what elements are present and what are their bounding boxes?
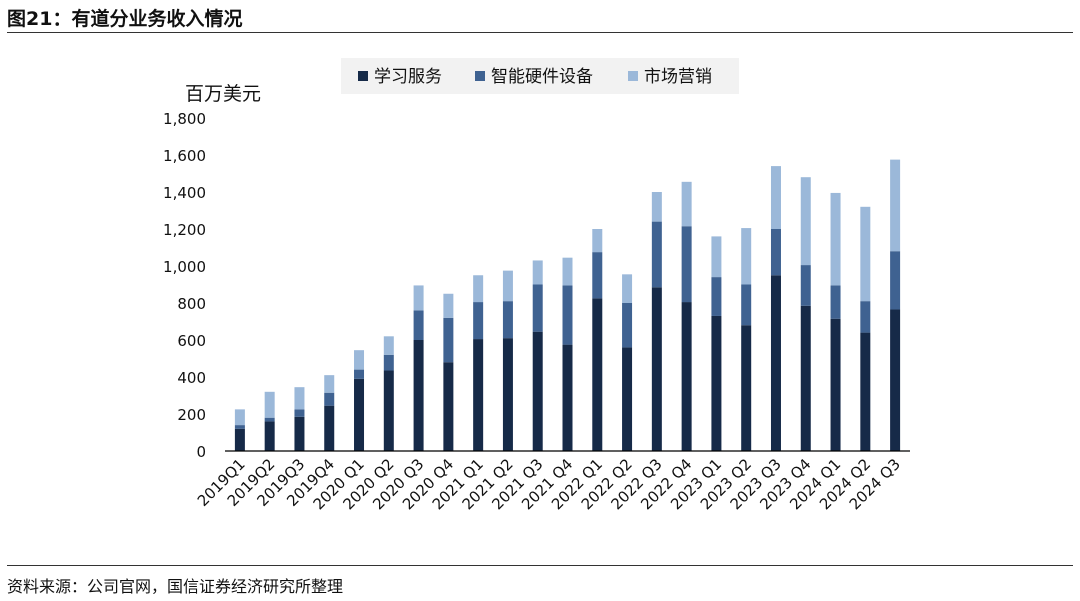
bar-segment <box>830 285 841 319</box>
bar-segment <box>324 375 335 393</box>
bar-segment <box>532 331 543 451</box>
bar-segment <box>741 325 752 451</box>
bar-segment <box>294 416 305 451</box>
legend-box <box>341 58 739 94</box>
bar-segment <box>770 166 781 229</box>
bar-segment <box>324 392 335 406</box>
bar-segment <box>651 192 662 222</box>
bar-segment <box>890 251 901 310</box>
bar-segment <box>890 159 901 252</box>
y-tick-label: 1,000 <box>163 258 206 276</box>
bar-segment <box>890 309 901 451</box>
bars <box>234 159 901 451</box>
bar-segment <box>622 303 633 348</box>
bar-segment <box>473 339 484 451</box>
legend-label: 智能硬件设备 <box>491 67 593 87</box>
bar-segment <box>324 405 335 451</box>
y-tick-label: 400 <box>177 369 206 387</box>
bar-segment <box>592 252 603 299</box>
bar-segment <box>681 226 692 303</box>
bar-segment <box>264 421 275 451</box>
figure-title: 图21：有道分业务收入情况 <box>7 8 243 30</box>
bar-segment <box>473 302 484 340</box>
bar-segment <box>800 265 811 306</box>
bar-segment <box>681 302 692 451</box>
bar-segment <box>562 285 573 345</box>
legend-swatch <box>475 71 485 81</box>
y-axis-ticks: 0 200 400 600 800 1,000 1,200 1,400 1,600 1,800 <box>163 110 206 461</box>
bar-segment <box>234 409 245 426</box>
bar-segment <box>473 275 484 303</box>
bar-segment <box>443 362 454 451</box>
bar-segment <box>741 228 752 285</box>
bar-segment <box>532 284 543 332</box>
bar-segment <box>711 236 722 278</box>
bar-segment <box>234 425 245 429</box>
bar-segment <box>860 332 871 451</box>
bar-segment <box>562 344 573 451</box>
bar-segment <box>234 428 245 451</box>
bar-segment <box>711 277 722 316</box>
bar-segment <box>622 347 633 451</box>
bottom-rule <box>7 565 1073 566</box>
bar-segment <box>443 293 454 318</box>
bar-segment <box>741 284 752 326</box>
y-axis-unit-label: 百万美元 <box>185 83 261 105</box>
bar-segment <box>502 338 513 451</box>
bar-segment <box>830 318 841 451</box>
bar-segment <box>354 350 365 370</box>
legend-swatch <box>358 71 368 81</box>
bar-segment <box>681 181 692 227</box>
y-tick-label: 0 <box>196 443 206 461</box>
y-tick-label: 1,600 <box>163 147 206 165</box>
bar-segment <box>800 177 811 266</box>
bar-segment <box>770 229 781 276</box>
bar-segment <box>651 221 662 288</box>
y-tick-label: 1,200 <box>163 221 206 239</box>
bar-segment <box>592 229 603 253</box>
bar-segment <box>532 260 543 285</box>
bar-segment <box>651 287 662 451</box>
bar-segment <box>294 387 305 410</box>
bar-segment <box>711 315 722 451</box>
bar-segment <box>502 301 513 339</box>
legend-label: 市场营销 <box>644 67 712 87</box>
bar-segment <box>592 298 603 451</box>
y-tick-label: 600 <box>177 332 206 350</box>
bar-segment <box>443 317 454 363</box>
y-tick-label: 1,400 <box>163 184 206 202</box>
bar-segment <box>860 301 871 333</box>
bar-segment <box>383 336 394 355</box>
bar-segment <box>413 310 424 340</box>
bar-segment <box>770 275 781 451</box>
legend: 学习服务 智能硬件设备 市场营销 <box>341 58 739 94</box>
bar-segment <box>413 285 424 311</box>
bar-segment <box>264 417 275 422</box>
bar-segment <box>354 378 365 451</box>
bar-segment <box>294 409 305 417</box>
source-note: 资料来源：公司官网，国信证券经济研究所整理 <box>7 577 344 596</box>
bar-segment <box>800 305 811 451</box>
y-tick-label: 800 <box>177 295 206 313</box>
bar-segment <box>264 391 275 418</box>
top-rule <box>7 32 1073 33</box>
bar-segment <box>383 370 394 451</box>
legend-swatch <box>628 71 638 81</box>
bar-segment <box>562 257 573 286</box>
y-tick-label: 1,800 <box>163 110 206 128</box>
bar-segment <box>354 369 365 379</box>
bar-segment <box>860 206 871 302</box>
bar-segment <box>502 270 513 302</box>
legend-label: 学习服务 <box>374 67 442 87</box>
y-tick-label: 200 <box>177 406 206 424</box>
bar-segment <box>383 354 394 371</box>
bar-segment <box>622 274 633 303</box>
bar-segment <box>830 192 841 286</box>
bar-segment <box>413 340 424 451</box>
